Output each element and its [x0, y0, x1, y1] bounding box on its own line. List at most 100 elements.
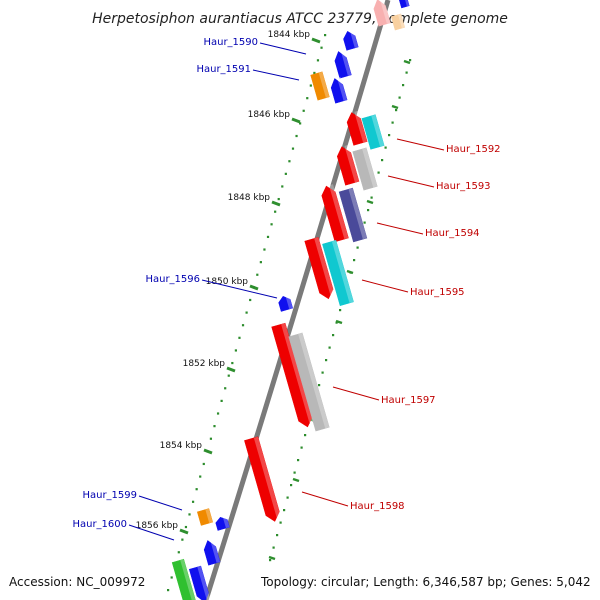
- outer-track-dot: [328, 346, 331, 349]
- outer-track-dot: [269, 559, 272, 562]
- kbp-label: 1844 kbp: [268, 30, 311, 40]
- outer-track-dot: [335, 321, 338, 324]
- kbp-label: 1846 kbp: [248, 110, 291, 120]
- gene-haur-1595: [322, 240, 354, 306]
- gene-label-right: Haur_1597: [381, 395, 436, 406]
- inner-track-dot: [209, 437, 213, 440]
- inner-track-dot: [231, 361, 234, 365]
- gene-haur-1593: [352, 147, 378, 191]
- gene-haur-1599b: [215, 515, 230, 531]
- inner-track-dot: [299, 122, 302, 125]
- inner-track-dot: [199, 475, 202, 478]
- outer-track-dash: [268, 555, 276, 561]
- kbp-tick: [226, 366, 236, 373]
- outer-track-dot: [402, 84, 405, 87]
- kbp-label: 1848 kbp: [228, 193, 271, 203]
- outer-track-dot: [384, 146, 387, 149]
- leader-line: [332, 386, 380, 401]
- outer-track-dot: [398, 96, 401, 99]
- outer-track-dot: [318, 384, 321, 387]
- map-title: Herpetosiphon aurantiacus ATCC 23779, co…: [92, 11, 508, 27]
- outer-track-dot: [304, 434, 307, 437]
- gene-haur-1592a: [346, 110, 368, 146]
- outer-track-dash: [292, 477, 300, 483]
- outer-track-dot: [325, 359, 328, 362]
- inner-track-dot: [206, 450, 209, 453]
- inner-track-dot: [188, 513, 191, 516]
- outer-track-dot: [367, 209, 370, 212]
- outer-track-dot: [290, 484, 293, 487]
- gene-haur-1599: [196, 508, 214, 526]
- gene-label-left: Haur_1590: [203, 37, 258, 48]
- gene-label-right: Haur_1593: [436, 181, 491, 192]
- gene-labels: Haur_1590 Haur_1591 Haur_1596 Haur_1599 Haur…: [72, 37, 500, 530]
- inner-track-dot: [202, 462, 205, 466]
- gene-top-partial-pink: [373, 0, 391, 27]
- genome-backbone: [203, 0, 391, 600]
- leader-line: [259, 42, 307, 55]
- gene-top-partial-peach: [390, 13, 406, 31]
- inner-track-dot: [263, 248, 266, 251]
- kbp-tick: [311, 37, 321, 44]
- inner-track-dot: [227, 374, 230, 377]
- leader-line: [376, 222, 424, 235]
- outer-track-dash: [335, 319, 343, 325]
- inner-track-dot: [213, 425, 216, 428]
- gene-haur-1591: [310, 71, 330, 101]
- inner-track-dot: [316, 59, 320, 62]
- gene-haur-1590b: [334, 49, 352, 79]
- outer-track-dot: [300, 446, 303, 449]
- outer-track-dot: [405, 71, 408, 74]
- gene-haur-1598: [244, 436, 282, 522]
- gene-haur-1590: [343, 29, 359, 51]
- inner-track-dot: [324, 34, 327, 37]
- gene-label-left: Haur_1599: [82, 490, 137, 501]
- gene-label-left: Haur_1591: [196, 64, 251, 75]
- inner-track-dot: [191, 500, 195, 503]
- topology-text: Topology: circular; Length: 6,346,587 bp…: [261, 575, 591, 589]
- kbp-label: 1850 kbp: [206, 277, 249, 287]
- label-leaders: [128, 42, 445, 541]
- leader-line: [138, 495, 183, 511]
- gene-features: [171, 0, 410, 600]
- outer-track-dot: [353, 259, 356, 262]
- leader-line: [361, 279, 409, 293]
- gene-haur-1600b: [188, 565, 211, 600]
- inner-track-dot: [252, 286, 255, 289]
- inner-track-dot: [256, 273, 259, 276]
- inner-track-dot: [234, 349, 237, 352]
- inner-track-dot: [259, 261, 262, 264]
- inner-track-dot: [241, 324, 245, 327]
- inner-track-dot: [284, 172, 287, 175]
- leader-line: [301, 491, 349, 507]
- outer-track-dot: [370, 196, 373, 199]
- inner-track-dot: [184, 525, 188, 529]
- gene-haur-1591b: [330, 76, 348, 104]
- kbp-label: 1856 kbp: [136, 521, 179, 531]
- outer-track-dot: [363, 221, 366, 224]
- outer-track-dot: [272, 546, 275, 549]
- outer-track-dot: [395, 109, 398, 112]
- inner-track-dot: [216, 412, 220, 415]
- outer-track-dot: [391, 121, 394, 124]
- gene-label-right: Haur_1595: [410, 287, 465, 298]
- gene-haur-1597b: [288, 332, 330, 432]
- inner-track-dot: [320, 46, 323, 49]
- inner-track-dot: [281, 185, 284, 188]
- gene-top-partial-blue: [398, 0, 410, 9]
- inner-track-dot: [245, 311, 248, 314]
- outer-track-dot: [339, 309, 342, 312]
- inner-track-dot: [291, 147, 295, 150]
- gene-label-left: Haur_1600: [72, 519, 127, 530]
- outer-track-dot: [409, 59, 412, 62]
- inner-track-dot: [295, 134, 298, 138]
- kbp-tick: [291, 117, 301, 124]
- inner-track-dot: [224, 387, 227, 390]
- gene-haur-1595a: [304, 236, 336, 300]
- inner-track-dot: [177, 551, 180, 554]
- inner-track-dot: [220, 399, 223, 402]
- inner-track-dot: [288, 160, 291, 163]
- accession-text: Accession: NC_009972: [9, 575, 146, 589]
- gene-label-right: Haur_1598: [350, 501, 405, 512]
- gene-haur-1594: [338, 187, 368, 243]
